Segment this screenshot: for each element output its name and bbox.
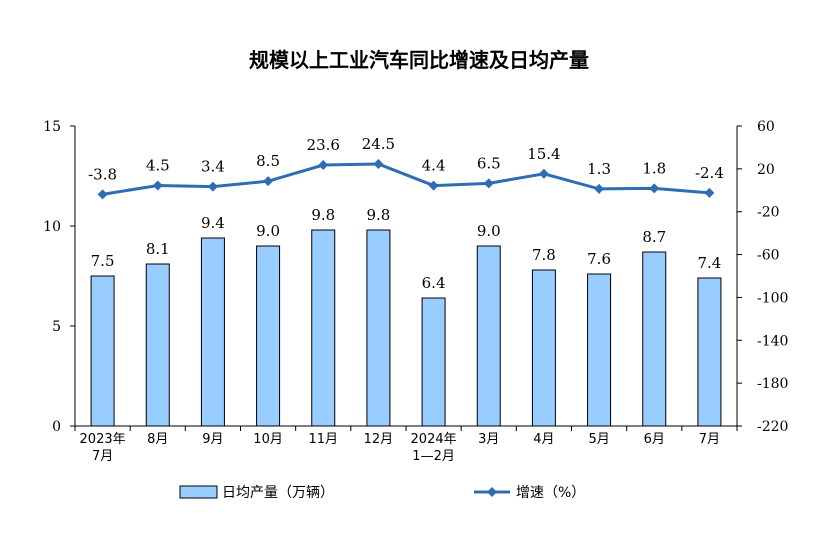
legend-line-label: 增速（%） (516, 485, 585, 501)
line-point (649, 183, 660, 194)
line-series (97, 159, 715, 200)
bar-value-label: 9.4 (201, 214, 225, 232)
x-axis-category-label: 8月 (147, 432, 168, 447)
axes: 0 5 10 15 -220 -180 -140 -100 -60 -20 20 60 2023年 7月 8… (43, 119, 788, 464)
bar-value-label: 7.8 (532, 246, 556, 264)
bar-value-label: 9.0 (477, 222, 501, 240)
bar (421, 297, 446, 427)
chart-title: 规模以上工业汽车同比增速及日均产量 (249, 48, 589, 72)
line-point (373, 159, 384, 170)
line-point (207, 181, 218, 192)
right-axis-tick-label: -100 (757, 290, 788, 306)
growth-line (102, 162, 710, 196)
line-point (318, 160, 329, 170)
line-point (263, 176, 274, 187)
legend: 日均产量（万辆） 增速（%） (179, 485, 585, 501)
line-point (483, 178, 494, 189)
right-axis-tick-label: -220 (757, 419, 788, 435)
right-axis-tick-label: 20 (757, 162, 775, 178)
line-value-label: 1.8 (642, 159, 666, 177)
line-point (704, 187, 715, 198)
right-axis-tick-label: -140 (757, 333, 788, 349)
x-axis-category-label: 10月 (253, 432, 283, 447)
bar-value-label: 6.4 (422, 274, 446, 292)
line-value-label: 24.5 (362, 135, 395, 153)
line-value-label: 3.4 (201, 158, 225, 176)
legend-line-marker (487, 487, 497, 497)
line-value-label: 6.5 (477, 154, 501, 172)
bar-value-label: 8.1 (146, 240, 170, 258)
left-axis-tick-label: 5 (52, 319, 61, 335)
bar-value-label: 7.6 (587, 250, 611, 268)
x-axis-category-label: 7月 (699, 432, 720, 447)
legend-bar-swatch (179, 485, 218, 499)
bar-value-label: 7.4 (697, 254, 721, 272)
left-axis-tick-label: 0 (52, 419, 61, 435)
bar-value-label: 8.7 (642, 228, 666, 246)
line-point (428, 180, 439, 191)
line-value-label: 23.6 (307, 136, 340, 154)
bar (256, 245, 281, 427)
line-value-label: 8.5 (256, 152, 280, 170)
line-value-label: 15.4 (527, 145, 560, 163)
line-point (152, 180, 163, 191)
right-axis-tick-label: -180 (757, 376, 788, 392)
line-value-label: -3.8 (88, 165, 117, 183)
bar (145, 263, 170, 427)
right-axis-tick-label: -20 (757, 205, 780, 221)
line-value-label: -2.4 (695, 164, 724, 182)
bar-value-label: 9.0 (256, 222, 280, 240)
line-point (594, 183, 605, 194)
bar (697, 277, 722, 427)
bar-value-label: 7.5 (91, 252, 115, 270)
bar (587, 273, 612, 427)
x-axis-category-label: 12月 (364, 432, 394, 447)
data-labels: 7.5 8.1 9.4 9.0 9.8 9.8 6.4 9.0 7.8 7.6 8.7 7.4 -3.8… (88, 135, 724, 292)
x-axis-category-label: 9月 (202, 432, 223, 447)
bar-series (90, 229, 722, 427)
bar (90, 275, 115, 427)
line-value-label: 4.5 (146, 156, 170, 174)
bar (476, 245, 501, 427)
line-point (538, 168, 549, 179)
bar-value-label: 9.8 (366, 206, 390, 224)
bar (311, 229, 336, 427)
bar (531, 269, 556, 427)
x-axis-category-label: 2024年 1—2月 (411, 432, 457, 464)
right-axis-tick-label: 60 (757, 119, 775, 135)
line-value-label: 4.4 (422, 157, 446, 175)
bar-value-label: 9.8 (311, 206, 335, 224)
x-axis-category-label: 2023年 7月 (80, 432, 126, 464)
right-axis-tick-label: -60 (757, 248, 780, 264)
x-axis-category-label: 6月 (644, 432, 665, 447)
legend-bar-label: 日均产量（万辆） (222, 485, 334, 501)
left-axis-tick-label: 15 (43, 119, 61, 135)
bar (200, 237, 225, 427)
line-value-label: 1.3 (587, 160, 611, 178)
x-axis-category-label: 3月 (478, 432, 499, 447)
left-axis-tick-label: 10 (43, 219, 61, 235)
bar (642, 251, 667, 427)
x-axis-category-label: 5月 (588, 432, 609, 447)
x-axis-category-label: 11月 (308, 432, 338, 447)
line-point (97, 189, 108, 200)
x-axis-category-label: 4月 (533, 432, 554, 447)
bar (366, 229, 391, 427)
